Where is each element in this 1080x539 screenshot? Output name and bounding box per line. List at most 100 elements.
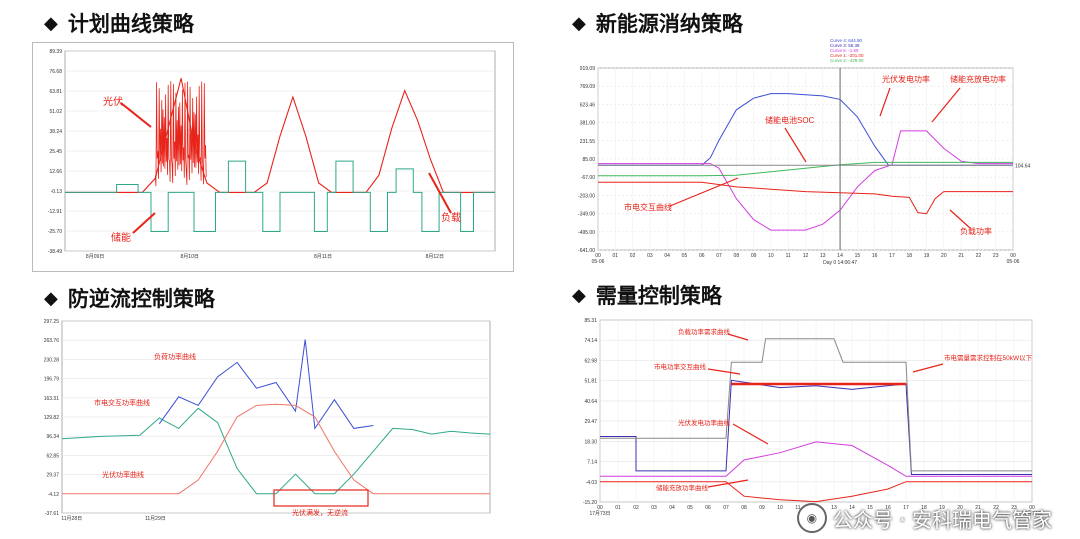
y-tick-label: -15.20 (583, 500, 597, 506)
y-tick-label: -25.70 (48, 229, 62, 235)
x-tick-label: 15 (867, 505, 873, 511)
y-tick-label: -12.91 (48, 209, 62, 215)
series-line (600, 379, 1032, 475)
annotation-arrow (120, 102, 152, 128)
annotation-label: 市电交互曲线 (624, 202, 672, 212)
annotation-label: 市电需量需求控制在50kW以下 (944, 353, 1033, 362)
series-line (598, 93, 1013, 166)
annotation-label: 负载 (441, 211, 461, 224)
annotation-arrow (428, 172, 452, 214)
x-tick-label: 22 (976, 253, 982, 259)
chart-plan-curve: 89.39 76.68 63.81 51.02 38.24 25.45 12.66 -0.13… (32, 42, 514, 272)
y-tick-label: 163.31 (44, 396, 60, 402)
x-tick-label: 09 (759, 505, 765, 511)
annotation-arrow (669, 177, 739, 207)
x-tick-label: 14 (849, 505, 855, 511)
annotation-label: 负载功率 (960, 226, 992, 236)
diamond-bullet-icon: ◆ (44, 12, 58, 34)
x-tick-label: 02 (630, 253, 636, 259)
y-tick-label: 129.82 (44, 415, 60, 421)
x-tick-label: 00 (595, 253, 601, 259)
x-tick-label: 21 (958, 253, 964, 259)
annotation-arrow (727, 333, 749, 341)
panel-title-text: 防逆流控制策略 (67, 287, 215, 311)
y-tick-label: -4.12 (48, 492, 60, 498)
x-tick-label: 23 (1011, 505, 1017, 511)
x-tick-label: 10 (777, 505, 783, 511)
annotation-arrow (132, 212, 156, 234)
y-tick-label: 85.31 (584, 318, 597, 324)
x-tick-label: 8月11日 (314, 254, 332, 260)
x-tick-label: 07 (716, 253, 722, 259)
annotation-label: 负载功率需求曲线 (678, 327, 731, 336)
series-line (598, 181, 1013, 215)
annotation-label: 市电功率交互曲线 (654, 362, 707, 371)
y-tick-label: 29.47 (584, 419, 597, 425)
x-tick-label: 04 (669, 505, 675, 511)
y-tick-label: -641.00 (578, 248, 595, 254)
x-tick-label: 13 (820, 253, 826, 259)
annotation-arrow (732, 423, 769, 445)
y-tick-label: 89.39 (49, 49, 62, 55)
annotation-label: 光伏发电功率 (882, 74, 930, 84)
x-tick-label: 11月28日 (61, 516, 82, 522)
y-tick-label: 25.45 (49, 149, 62, 155)
annotation-label: 光伏功率曲线 (102, 470, 144, 479)
y-tick-label: 76.68 (49, 69, 62, 75)
y-tick-label: -349.00 (578, 212, 595, 218)
y-tick-label: 51.81 (584, 379, 597, 385)
x-tick-label: 19 (939, 505, 945, 511)
panel-title-text: 新能源消纳策略 (595, 12, 743, 36)
chart-anti-backflow: 297.25 263.76 230.28 196.79 163.31 129.82 96.3… (30, 315, 508, 533)
y-tick-label: 74.14 (584, 338, 597, 344)
y-tick-label: -495.00 (578, 230, 595, 236)
x-tick-label: 20 (941, 253, 947, 259)
x-tick-label: 03 (651, 505, 657, 511)
solar-noise-line (154, 81, 207, 187)
x-tick-label: 16 (885, 505, 891, 511)
x-tick-label: 06 (699, 253, 705, 259)
series-line (598, 161, 1013, 177)
y-tick-label: -37.61 (45, 511, 59, 517)
annotation-label: 储能 (111, 231, 131, 244)
y-tick-label: 381.00 (580, 121, 596, 127)
x-tick-label: 19 (924, 253, 930, 259)
y-tick-label: 62.85 (46, 453, 59, 459)
y-tick-label: 40.64 (584, 399, 597, 405)
x-tick-label: 07 (723, 505, 729, 511)
x-date-label: 17月74日 (1021, 511, 1042, 517)
annotation-arrow (931, 87, 961, 123)
x-date-label: 05-06 (592, 259, 605, 265)
panel-title-demand: ◆ 需量控制策略 (572, 280, 722, 310)
annotation-arrow (879, 87, 891, 117)
y-tick-label: -38.49 (48, 249, 62, 255)
y-tick-label: 919.09 (580, 66, 596, 72)
annotation-arrow (707, 479, 749, 488)
y-tick-label: -203.00 (578, 193, 595, 199)
y-tick-label: 85.00 (582, 157, 595, 163)
x-tick-label: 00 (1010, 253, 1016, 259)
legend-entry: Curve 3: 56.38 (830, 43, 860, 48)
panel-title-plan-curve: ◆ 计划曲线策略 (44, 8, 194, 38)
panel-title-renewable: ◆ 新能源消纳策略 (572, 8, 743, 38)
x-tick-label: 08 (734, 253, 740, 259)
x-cursor-label: Day 0 14:06:47 (823, 260, 857, 266)
series-line (65, 160, 495, 232)
watermark-text: 公众号 · 安科瑞电气管家 (832, 507, 1052, 532)
x-tick-label: 05 (687, 505, 693, 511)
y-tick-label: -4.03 (586, 480, 598, 486)
annotation-arrow (784, 127, 807, 163)
chart-plan-curve-svg: 89.39 76.68 63.81 51.02 38.24 25.45 12.66 -0.13… (48, 49, 496, 260)
x-tick-label: 06 (705, 505, 711, 511)
annotation-label: 储能充放功率曲线 (656, 483, 709, 492)
y-tick-label: 18.30 (584, 439, 597, 445)
x-date-label: 17月73日 (589, 511, 610, 517)
y-tick-label: -67.00 (581, 175, 595, 181)
series-line (62, 403, 490, 495)
diamond-bullet-icon: ◆ (572, 284, 586, 306)
x-tick-label: 17 (903, 505, 909, 511)
y-tick-label: 263.76 (44, 338, 60, 344)
y-tick-label: 29.37 (46, 473, 59, 479)
x-tick-label: 00 (597, 505, 603, 511)
x-tick-label: 18 (906, 253, 912, 259)
